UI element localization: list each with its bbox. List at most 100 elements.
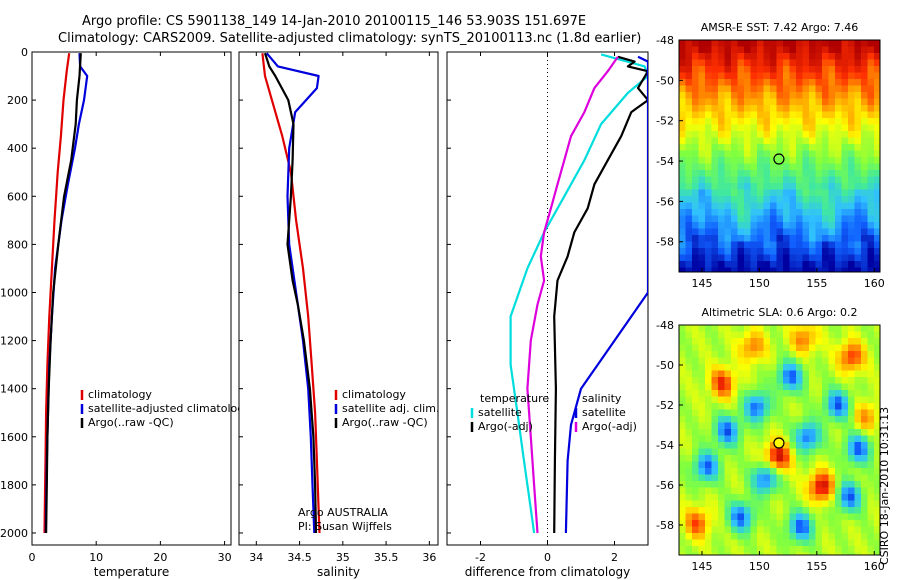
sla_map-cell [679, 461, 686, 469]
sla_map-cell [828, 520, 836, 527]
sla_map-cell [763, 416, 771, 423]
sla_map-cell [802, 546, 810, 553]
difference-legend-title-left: temperature [480, 392, 549, 405]
sst_map-cell [828, 79, 836, 86]
sst_map-cell [737, 124, 745, 132]
sla_map-cell [776, 500, 784, 508]
sla_map-cell [731, 474, 738, 482]
sla_map-cell [724, 487, 732, 495]
sst_map-cell [802, 59, 810, 67]
sst_map-cell [874, 261, 881, 268]
sst_map-cell [789, 248, 797, 255]
sla_map-cell [692, 461, 699, 469]
sla_map-cell [783, 474, 790, 482]
sst_map-cell [867, 118, 875, 125]
sst_map-cell [763, 261, 771, 268]
sst_map-cell [848, 228, 855, 236]
sst_map-cell [737, 209, 745, 216]
sla_map-cell [763, 403, 771, 410]
sla_map-cell [854, 500, 862, 508]
sst_map-cell [835, 79, 842, 86]
sst_map-cell [815, 261, 823, 268]
sst_map-cell [841, 72, 849, 80]
sst_map-cell [731, 183, 738, 190]
sla_map-cell [841, 481, 849, 488]
sst_map-cell [796, 59, 803, 67]
sla_map-cell [861, 422, 868, 430]
sst_map-cell [822, 170, 829, 177]
sla_map-cell [867, 500, 875, 508]
sst_map-cell [802, 163, 810, 171]
sst_map-cell [789, 176, 797, 184]
sst_map-cell [724, 248, 732, 255]
sst_map-cell [835, 72, 842, 80]
sla_map-cell [861, 351, 868, 358]
sst_map-cell [796, 137, 803, 145]
sst_map-cell [802, 124, 810, 132]
sla_map-cell [711, 474, 719, 482]
sst_map-cell [763, 98, 771, 106]
sla_map-cell [841, 331, 849, 339]
sla_map-cell [757, 487, 764, 495]
sla_map-cell [874, 474, 881, 482]
sst_map-cell [867, 222, 875, 229]
sst_map-cell [802, 235, 810, 242]
sst_map-cell [757, 196, 764, 203]
sla_map-cell [679, 526, 686, 534]
sla_map-cell [802, 513, 810, 521]
difference-xtick-label: 2 [611, 551, 618, 564]
sst_map-cell [802, 150, 810, 158]
sst_map-cell [770, 137, 777, 145]
sst_map-cell [861, 157, 868, 164]
sla_map-cell [848, 455, 855, 462]
sla_map-cell [770, 500, 777, 508]
sst_map-cell [802, 248, 810, 255]
sst_map-cell [763, 137, 771, 145]
sst_map-cell [828, 183, 836, 190]
sst_map-cell [718, 222, 725, 229]
sst_map-cell [685, 163, 693, 171]
sst_map-cell [698, 40, 706, 47]
sla_map-cell [835, 526, 842, 534]
sst_map-cell [679, 53, 686, 60]
sst_map-cell [854, 267, 862, 273]
sst_map-cell [724, 144, 732, 151]
sla_map-cell [835, 442, 842, 449]
sla_map-cell [679, 533, 686, 540]
sla_map-cell [796, 448, 803, 456]
sla_map-cell [737, 455, 745, 462]
sst_map-cell [711, 215, 719, 223]
sla_map-cell [874, 461, 881, 469]
sla_map-cell [724, 325, 732, 332]
sst_map-cell [705, 40, 712, 47]
sla_map-cell [744, 526, 751, 534]
sst_map-cell [789, 183, 797, 190]
sla_map-cell [705, 474, 712, 482]
sst_map-cell [809, 170, 816, 177]
sla_map-cell [789, 325, 797, 332]
sla_map-cell [822, 461, 829, 469]
sst_map-cell [724, 53, 732, 60]
sla_map-cell [685, 344, 693, 352]
sst_map-cell [828, 105, 836, 112]
sla_map-cell [822, 468, 829, 475]
sst_map-cell [685, 267, 693, 273]
sst_map-cell [757, 46, 764, 54]
header-line-2: Climatology: CARS2009. Satellite-adjuste… [58, 31, 641, 46]
sla_map-cell [854, 416, 862, 423]
sst_map-cell [757, 254, 764, 262]
sst_map-cell [718, 183, 725, 190]
sla_map-xtick-label: 150 [749, 560, 770, 573]
sst_map-cell [744, 124, 751, 132]
sst_map-cell [711, 53, 719, 60]
sla_map-cell [802, 344, 810, 352]
sst_map-cell [835, 111, 842, 119]
sla_map-cell [731, 513, 738, 521]
sla_map-cell [796, 357, 803, 365]
sla_map-cell [835, 552, 842, 556]
sla_map-cell [796, 429, 803, 436]
sla_map-cell [757, 546, 764, 553]
sst_map-cell [770, 202, 777, 210]
sla_map-cell [783, 526, 790, 534]
sla_map-cell [679, 377, 686, 384]
